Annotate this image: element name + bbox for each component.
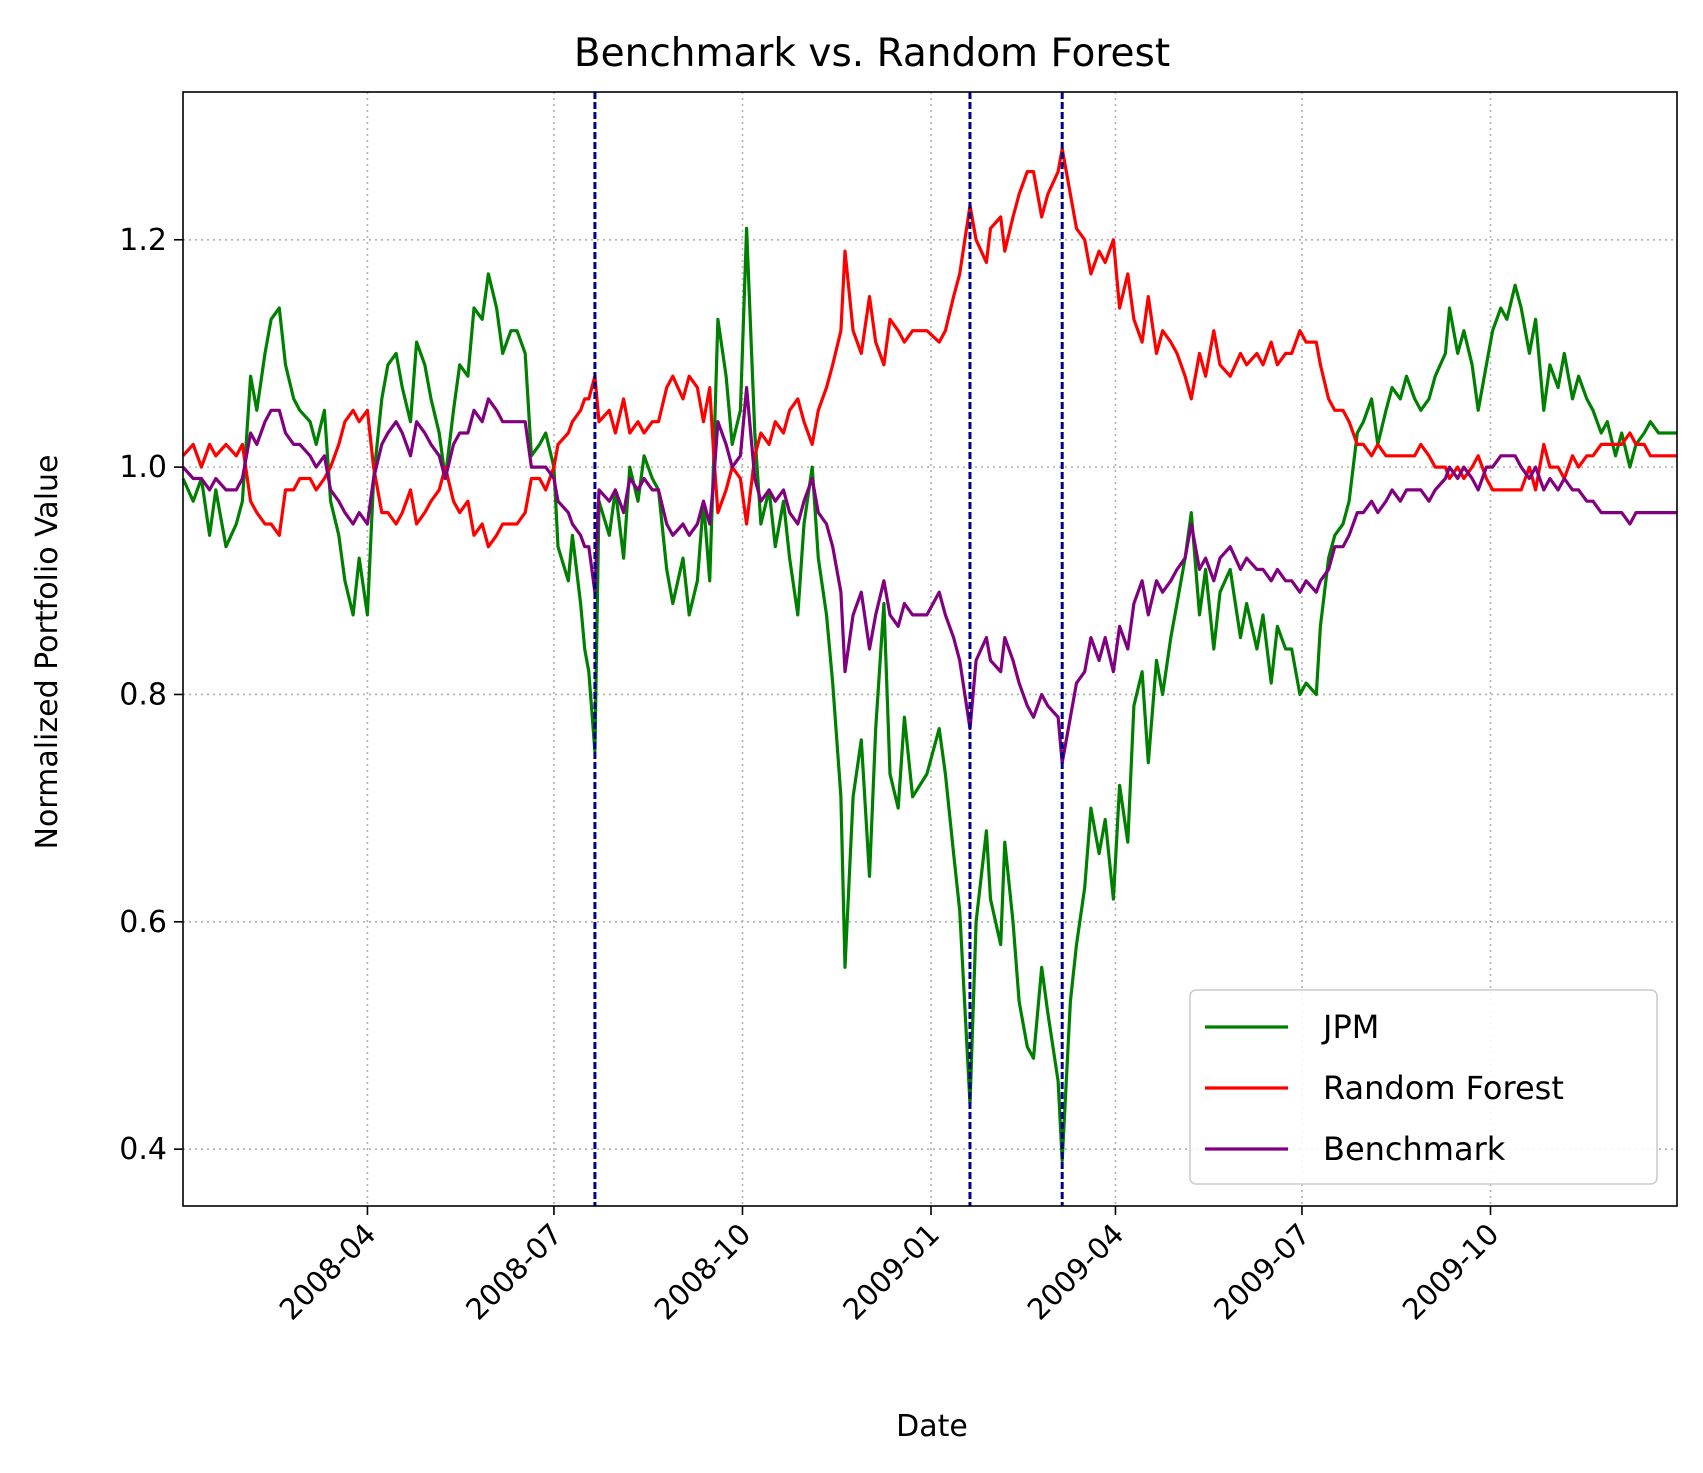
x-tick-label: 2009-04 (1021, 1217, 1131, 1327)
y-axis-label: Normalized Portfolio Value (30, 455, 65, 850)
legend: JPM Random Forest Benchmark (1189, 989, 1658, 1185)
series-line-benchmark (181, 386, 1677, 765)
series-line-jpm (181, 226, 1677, 1163)
x-tick-label: 2008-10 (648, 1217, 758, 1327)
chart-title: Benchmark vs. Random Forest (574, 31, 1170, 76)
y-tick-label: 0.8 (119, 677, 167, 712)
legend-label: Benchmark (1323, 1130, 1506, 1168)
x-axis-label: Date (896, 1409, 968, 1444)
vertical-markers (593, 92, 1064, 1206)
x-tick-label: 2009-10 (1396, 1217, 1506, 1327)
series-lines (181, 147, 1677, 1163)
y-ticks: 0.4 0.6 0.8 1.0 1.2 (119, 223, 183, 1167)
series-line-random-forest (181, 147, 1677, 549)
x-ticks: 2008-04 2008-07 2008-10 2009-01 2009-04 2009-… (273, 1206, 1506, 1327)
legend-label: Random Forest (1323, 1069, 1564, 1107)
y-tick-label: 0.6 (119, 905, 167, 940)
x-tick-label: 2008-07 (459, 1217, 569, 1327)
y-tick-label: 1.2 (119, 223, 167, 258)
x-tick-label: 2008-04 (273, 1217, 383, 1327)
x-tick-label: 2009-01 (836, 1217, 946, 1327)
y-tick-label: 1.0 (119, 450, 167, 485)
legend-label: JPM (1321, 1008, 1379, 1046)
plot-frame (182, 91, 1678, 1207)
y-tick-label: 0.4 (119, 1132, 167, 1167)
legend-box (1189, 989, 1658, 1185)
x-tick-label: 2009-07 (1207, 1217, 1317, 1327)
